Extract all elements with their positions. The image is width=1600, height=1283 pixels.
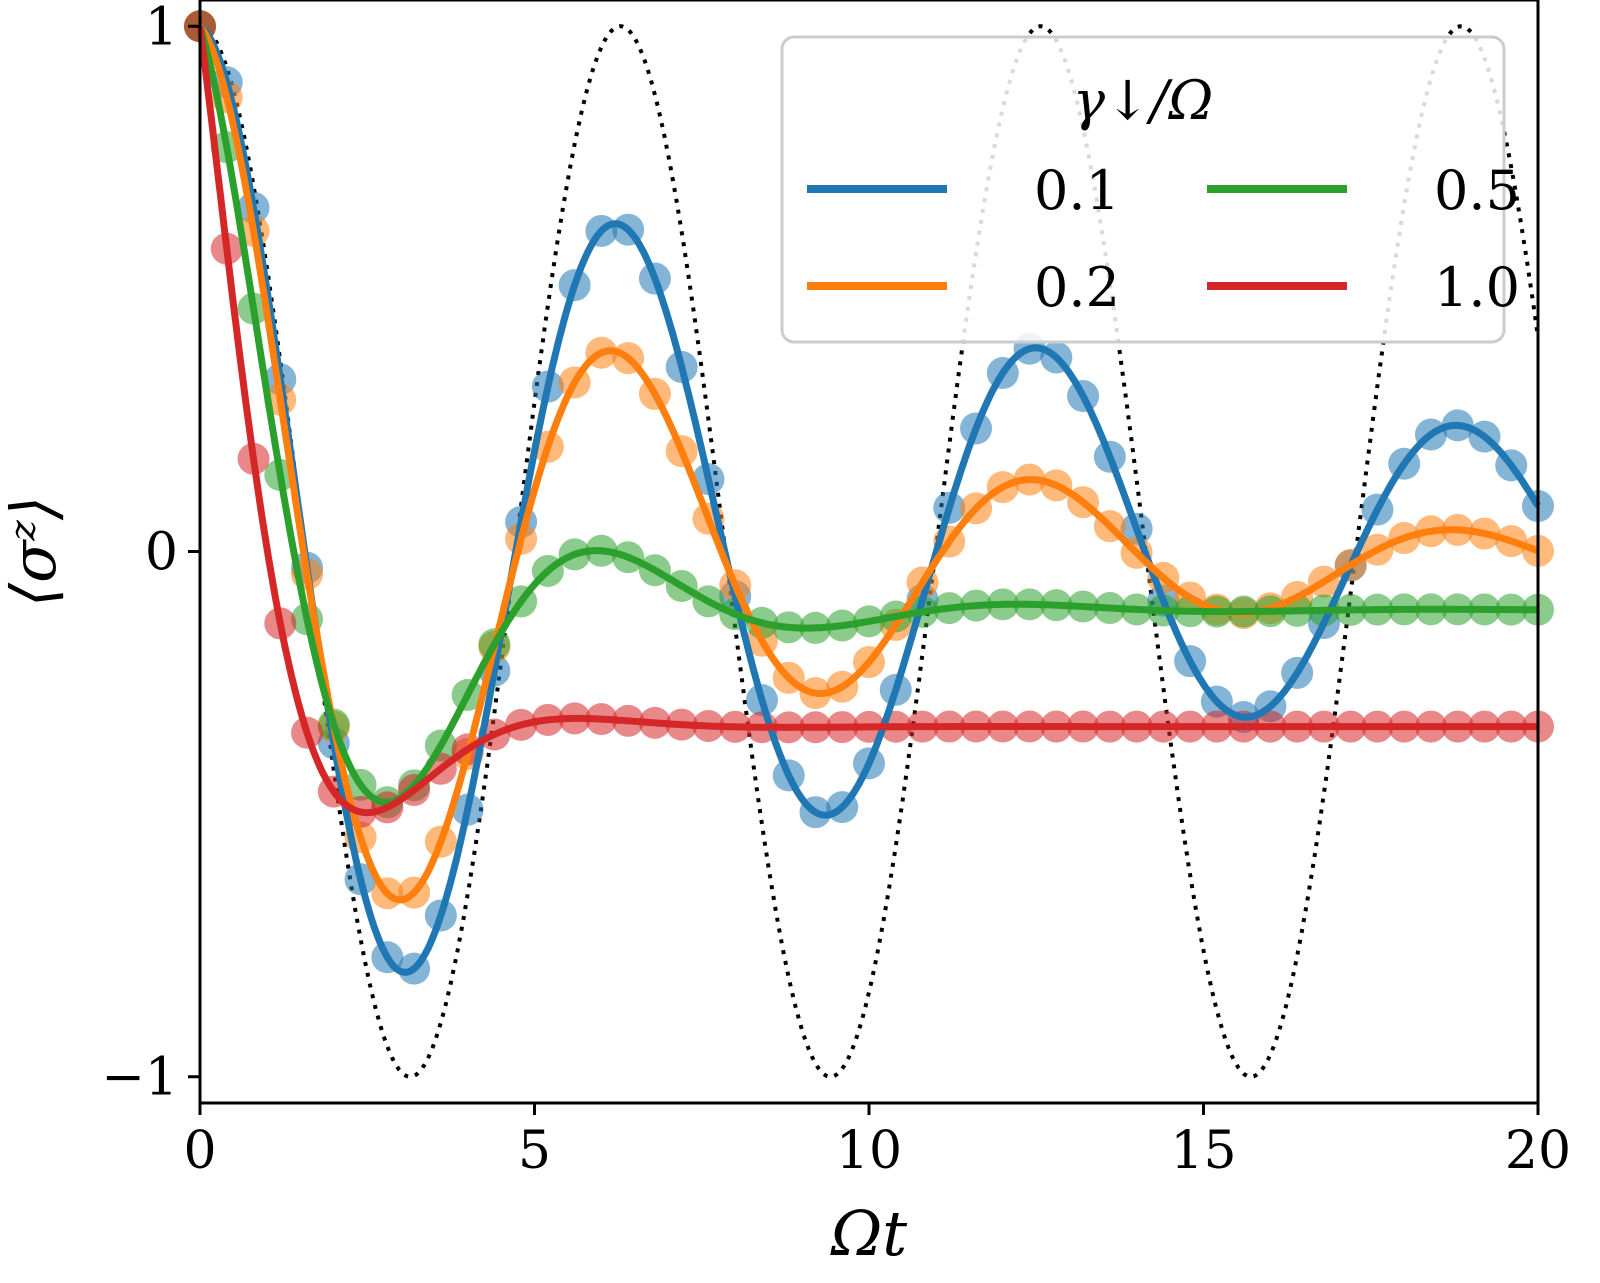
legend-title: γ↓/Ω [1073,69,1213,132]
series-line-group [196,23,1541,976]
legend-label: 0.1 [1034,159,1120,222]
y-tick-label: 1 [145,0,178,57]
series-line-0.1 [197,23,1541,976]
reference-curve [199,24,1540,1079]
legend-label: 0.2 [1034,256,1120,319]
x-axis-label: Ωt [830,1197,907,1270]
legend-item-0.2: 0.2 [807,256,1120,319]
series-line-0.2 [197,24,1540,904]
y-tick-label: 0 [145,523,178,583]
x-tick-label: 15 [1170,1121,1236,1181]
tick-group: 0 5 10 15 20−101 [101,0,1571,1181]
legend-item-0.5: 0.5 [1207,159,1520,222]
series-line-0.5 [196,25,1540,806]
legend: γ↓/Ω 0.1 0.2 0.5 1.0 [780,35,1520,344]
legend-label: 1.0 [1434,256,1520,319]
x-tick-label: 10 [836,1121,902,1181]
series-line-1.0 [196,25,1540,817]
x-tick-label: 5 [518,1121,551,1181]
y-tick-label: −1 [101,1048,178,1108]
legend-item-1.0: 1.0 [1207,256,1520,319]
legend-items: 0.1 0.2 0.5 1.0 [807,159,1520,319]
x-tick-label: 20 [1505,1121,1571,1181]
legend-item-0.1: 0.1 [807,159,1120,222]
y-axis-label: ⟨σᶻ⟩ [0,496,70,607]
reference-curve-group [199,24,1540,1079]
legend-label: 0.5 [1434,159,1520,222]
legend-box [780,35,1506,344]
x-tick-label: 0 [183,1121,216,1181]
